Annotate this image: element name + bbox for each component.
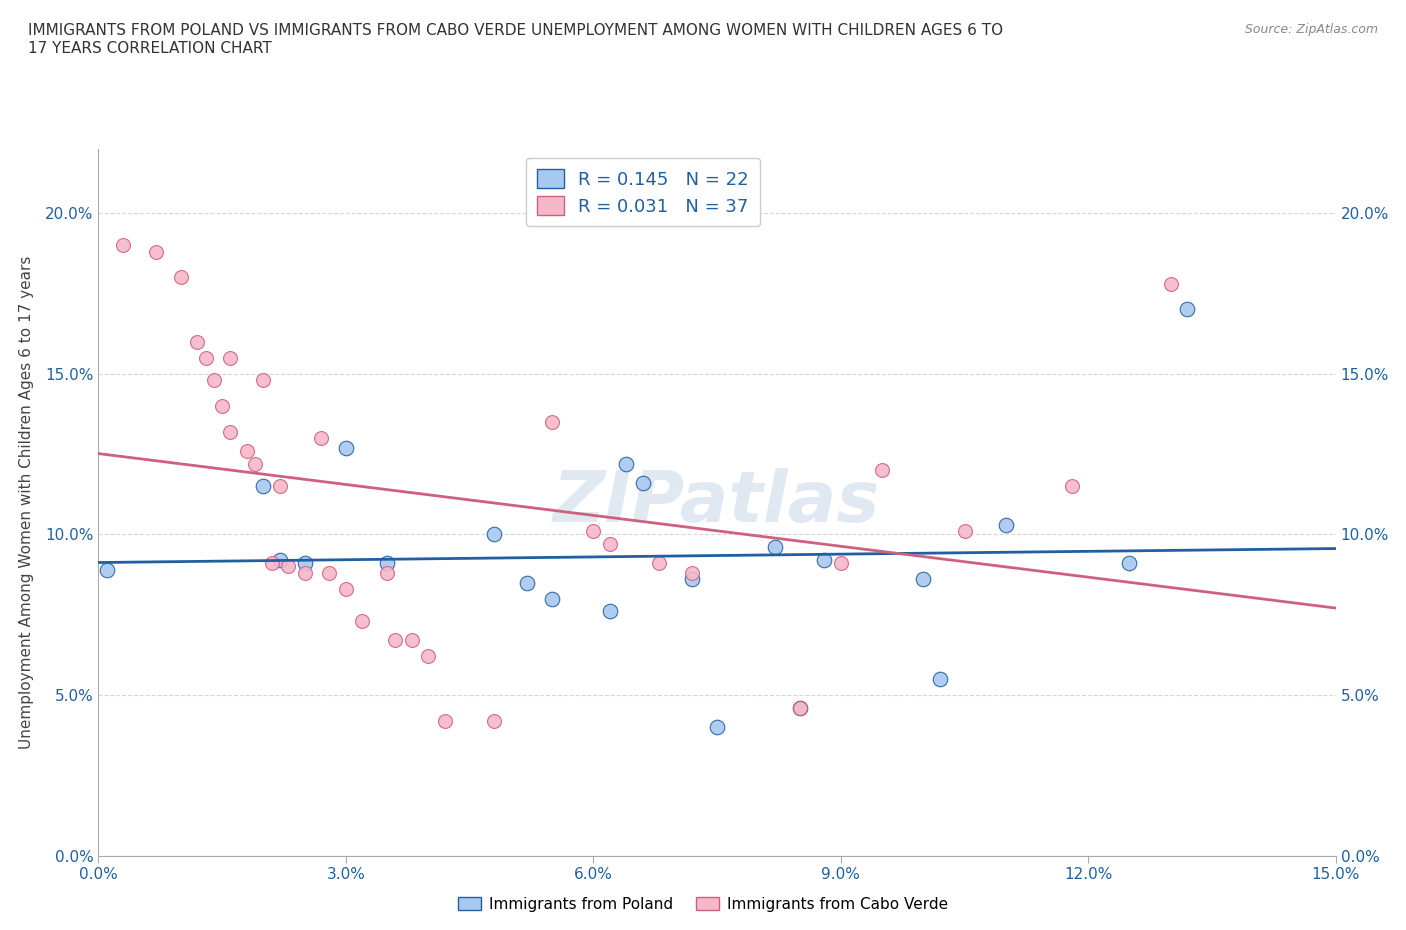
Text: IMMIGRANTS FROM POLAND VS IMMIGRANTS FROM CABO VERDE UNEMPLOYMENT AMONG WOMEN WI: IMMIGRANTS FROM POLAND VS IMMIGRANTS FRO…: [28, 23, 1004, 56]
Point: [375, 565, 398, 580]
Point: [236, 444, 259, 458]
Point: [243, 457, 266, 472]
Point: [953, 524, 976, 538]
Point: [484, 527, 506, 542]
Point: [631, 475, 654, 490]
Point: [112, 238, 135, 253]
Point: [541, 591, 564, 606]
Legend: R = 0.145   N = 22, R = 0.031   N = 37: R = 0.145 N = 22, R = 0.031 N = 37: [526, 158, 759, 227]
Point: [194, 351, 217, 365]
Point: [335, 440, 357, 455]
Point: [170, 270, 193, 285]
Point: [277, 559, 299, 574]
Point: [1118, 556, 1140, 571]
Point: [260, 556, 283, 571]
Point: [318, 565, 340, 580]
Point: [309, 431, 332, 445]
Point: [1060, 479, 1083, 494]
Point: [384, 633, 406, 648]
Point: [269, 479, 291, 494]
Point: [681, 572, 703, 587]
Point: [186, 334, 208, 349]
Point: [96, 563, 118, 578]
Point: [219, 424, 242, 439]
Point: [706, 720, 728, 735]
Point: [433, 713, 456, 728]
Point: [219, 351, 242, 365]
Point: [681, 565, 703, 580]
Point: [763, 539, 786, 554]
Point: [870, 462, 893, 477]
Text: ZIPatlas: ZIPatlas: [554, 468, 880, 537]
Point: [516, 575, 538, 590]
Point: [789, 700, 811, 715]
Point: [1175, 302, 1198, 317]
Point: [211, 398, 233, 413]
Point: [994, 517, 1017, 532]
Point: [401, 633, 423, 648]
Point: [418, 649, 440, 664]
Point: [202, 373, 225, 388]
Point: [582, 524, 605, 538]
Text: Source: ZipAtlas.com: Source: ZipAtlas.com: [1244, 23, 1378, 36]
Point: [375, 556, 398, 571]
Point: [614, 457, 637, 472]
Point: [928, 671, 950, 686]
Point: [352, 614, 374, 629]
Point: [830, 556, 852, 571]
Point: [599, 604, 621, 618]
Point: [294, 556, 316, 571]
Point: [145, 245, 167, 259]
Point: [599, 537, 621, 551]
Point: [912, 572, 935, 587]
Point: [648, 556, 671, 571]
Point: [252, 373, 274, 388]
Point: [294, 565, 316, 580]
Point: [252, 479, 274, 494]
Point: [789, 700, 811, 715]
Point: [541, 415, 564, 430]
Point: [335, 581, 357, 596]
Legend: Immigrants from Poland, Immigrants from Cabo Verde: Immigrants from Poland, Immigrants from …: [453, 890, 953, 918]
Point: [269, 552, 291, 567]
Point: [484, 713, 506, 728]
Point: [813, 552, 835, 567]
Point: [1160, 276, 1182, 291]
Y-axis label: Unemployment Among Women with Children Ages 6 to 17 years: Unemployment Among Women with Children A…: [20, 256, 34, 749]
